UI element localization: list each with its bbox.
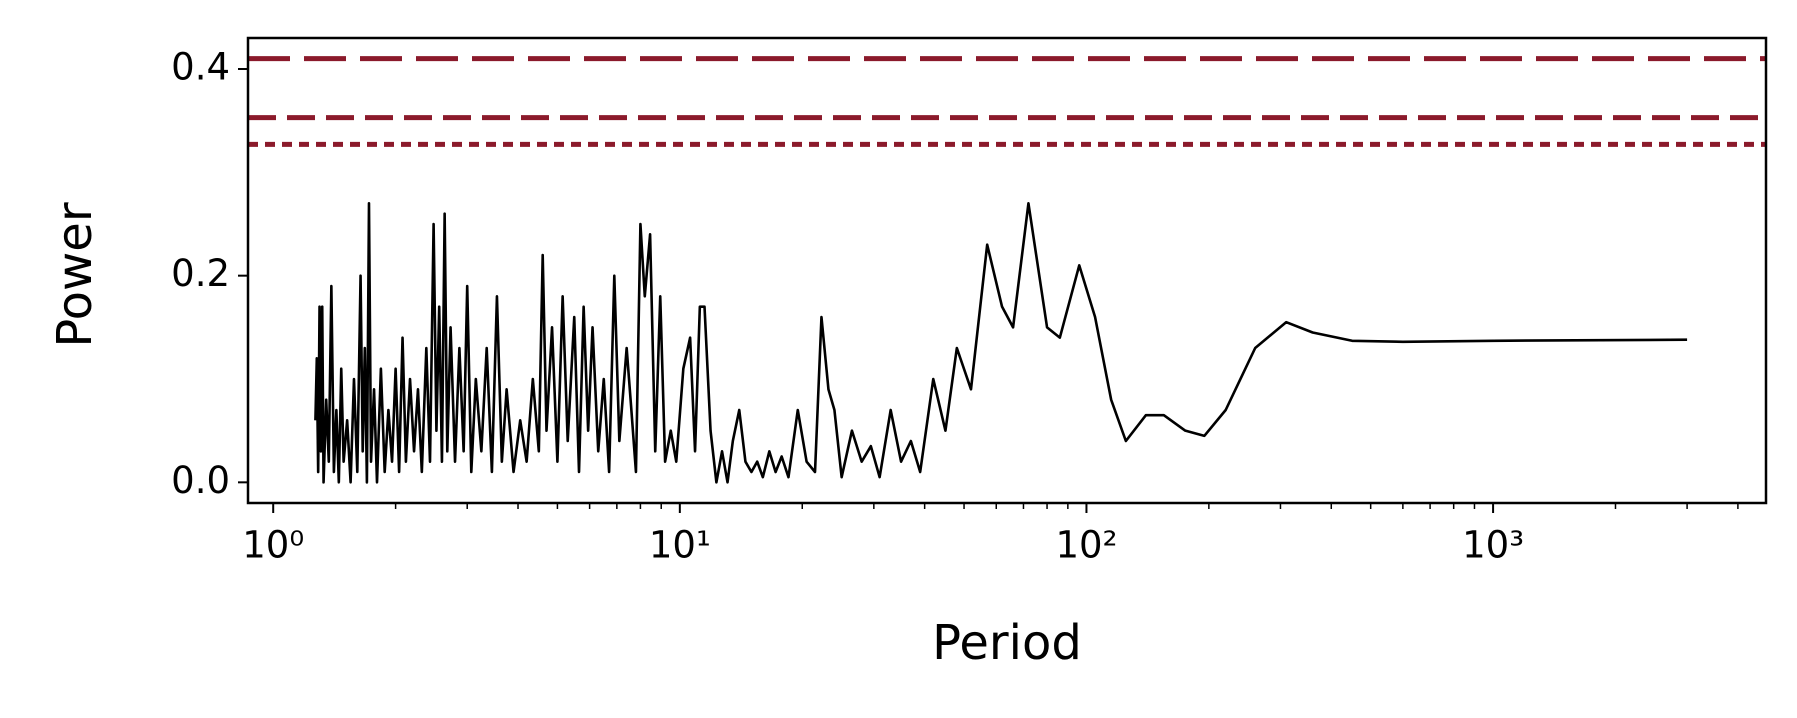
plot-frame <box>246 36 1768 505</box>
x-tick-label: 10¹ <box>649 524 711 567</box>
series-line <box>314 202 1688 484</box>
x-tick-label: 10² <box>1055 524 1117 567</box>
x-axis-label: Period <box>932 615 1082 671</box>
y-tick-label: 0.0 <box>171 459 230 502</box>
x-tick-label: 10⁰ <box>242 524 304 567</box>
y-axis-label: Power <box>47 202 103 347</box>
y-tick-label: 0.4 <box>171 46 230 89</box>
x-tick-label: 10³ <box>1462 524 1524 567</box>
y-tick-label: 0.2 <box>171 252 230 295</box>
